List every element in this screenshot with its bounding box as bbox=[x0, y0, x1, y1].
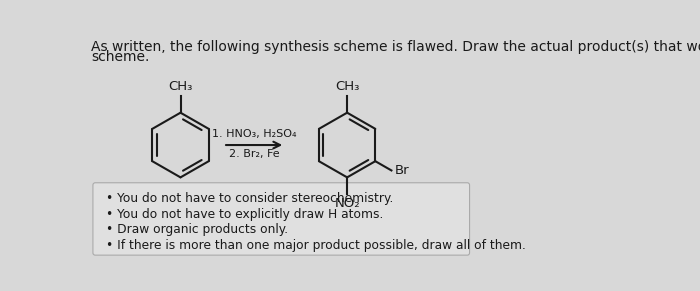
Text: CH₃: CH₃ bbox=[168, 80, 193, 93]
Text: 1. HNO₃, H₂SO₄: 1. HNO₃, H₂SO₄ bbox=[212, 129, 296, 139]
Text: • You do not have to consider stereochemistry.: • You do not have to consider stereochem… bbox=[106, 192, 393, 205]
FancyBboxPatch shape bbox=[93, 183, 470, 255]
Text: • Draw organic products only.: • Draw organic products only. bbox=[106, 223, 288, 236]
Text: • If there is more than one major product possible, draw all of them.: • If there is more than one major produc… bbox=[106, 239, 526, 252]
Text: • You do not have to explicitly draw H atoms.: • You do not have to explicitly draw H a… bbox=[106, 208, 384, 221]
Text: CH₃: CH₃ bbox=[335, 80, 359, 93]
Text: As written, the following synthesis scheme is flawed. Draw the actual product(s): As written, the following synthesis sche… bbox=[92, 40, 700, 54]
Text: scheme.: scheme. bbox=[92, 49, 150, 63]
Text: 2. Br₂, Fe: 2. Br₂, Fe bbox=[229, 149, 279, 159]
Text: Br: Br bbox=[395, 164, 409, 177]
Text: NO₂: NO₂ bbox=[335, 197, 360, 210]
